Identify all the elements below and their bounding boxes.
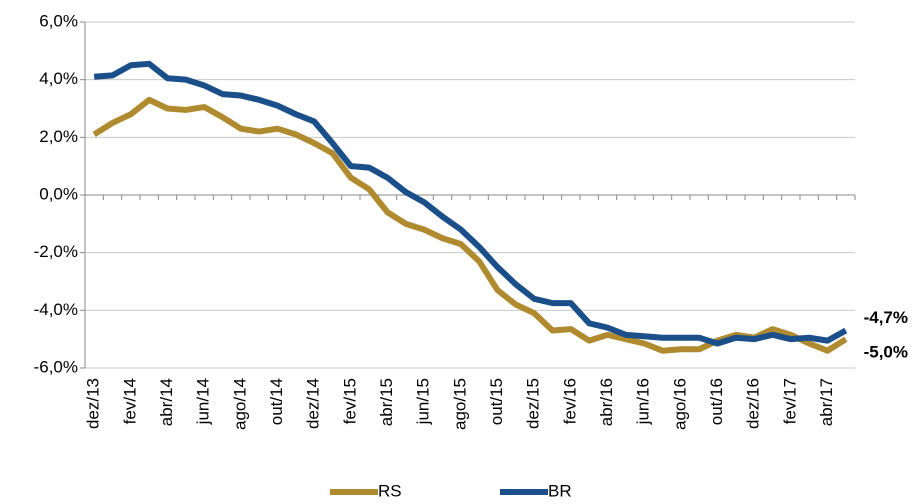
x-tick-label: ago/14 [230,378,249,430]
legend-label: BR [548,481,572,500]
y-tick-label: -4,0% [34,300,78,319]
x-tick-label: fev/14 [120,378,139,424]
x-tick-label: dez/14 [304,378,323,429]
data-label: -4,7% [864,308,908,327]
y-tick-label: 0,0% [39,184,78,203]
y-tick-label: -2,0% [34,242,78,261]
y-tick-label: 2,0% [39,127,78,146]
x-tick-label: jun/16 [634,378,653,425]
y-tick-label: 4,0% [39,69,78,88]
y-tick-label: 6,0% [39,11,78,30]
series-line [93,60,848,347]
x-tick-label: ago/15 [450,378,469,430]
data-label: -5,0% [864,343,908,362]
x-tick-label: ago/16 [670,378,689,430]
x-tick-label: fev/16 [560,378,579,424]
x-tick-label: abr/17 [817,378,836,426]
x-tick-label: dez/15 [524,378,543,429]
x-tick-label: out/14 [267,378,286,425]
x-tick-label: dez/16 [744,378,763,429]
x-tick-label: abr/16 [597,378,616,426]
x-tick-label: abr/14 [157,378,176,426]
x-tick-label: fev/15 [340,378,359,424]
x-tick-label: out/16 [707,378,726,425]
x-tick-label: out/15 [487,378,506,425]
x-tick-label: dez/13 [84,378,103,429]
y-tick-label: -6,0% [34,357,78,376]
legend-label: RS [378,481,402,500]
x-tick-label: jun/15 [414,378,433,425]
x-tick-label: fev/17 [780,378,799,424]
x-tick-label: abr/15 [377,378,396,426]
x-tick-label: jun/14 [194,378,213,425]
